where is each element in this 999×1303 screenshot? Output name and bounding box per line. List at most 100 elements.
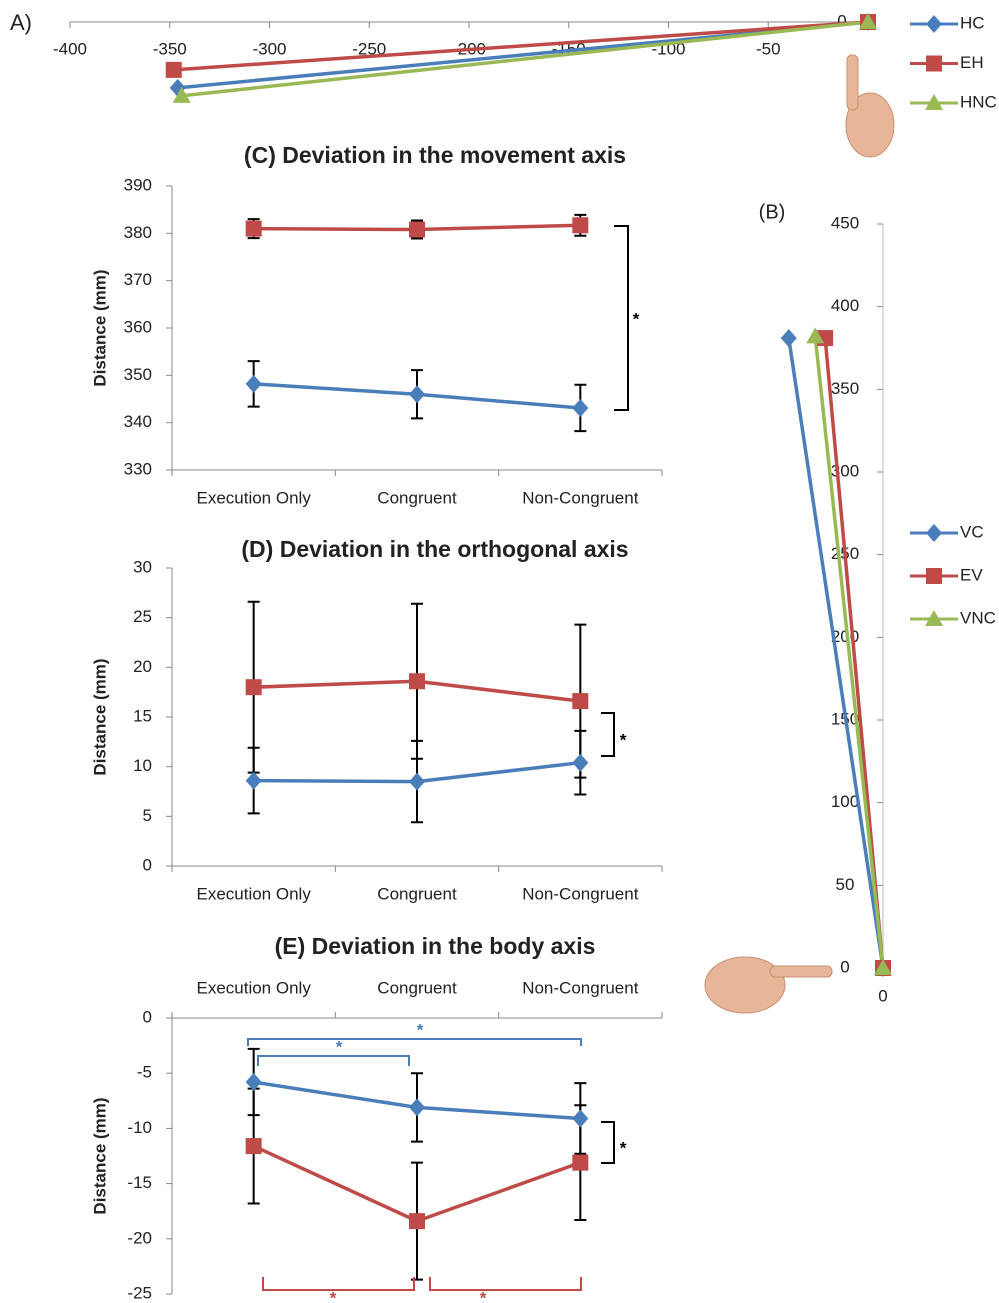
x-tick-label: Congruent — [377, 488, 457, 507]
x-tick-label: Execution Only — [196, 884, 311, 903]
y-tick-label: 380 — [124, 223, 152, 242]
x-tick-label: Congruent — [377, 884, 457, 903]
significance-mark: * — [633, 309, 640, 328]
significance-mark: * — [620, 730, 627, 749]
x-tick-label: Execution Only — [196, 978, 311, 997]
marker — [572, 693, 589, 710]
significance-mark: * — [330, 1288, 337, 1303]
y-tick-label: 0 — [840, 957, 849, 976]
y-tick-label: 20 — [133, 657, 152, 676]
legend-marker — [926, 15, 942, 33]
y-tick-label: 340 — [124, 412, 152, 431]
marker — [245, 1073, 262, 1092]
x-tick-label: -400 — [53, 39, 87, 58]
marker — [572, 753, 589, 772]
panel-label: A) — [10, 10, 32, 35]
marker — [409, 1098, 425, 1117]
y-tick-label: 390 — [124, 175, 152, 194]
x-tick-label: Non-Congruent — [522, 978, 639, 997]
x-tick-label: -250 — [352, 39, 386, 58]
y-axis-label: Distance (mm) — [90, 269, 109, 386]
marker — [409, 221, 425, 238]
legend-label: HNC — [960, 92, 997, 111]
marker — [409, 673, 425, 690]
y-axis-label: Distance (mm) — [90, 1097, 109, 1214]
series-line — [173, 20, 869, 72]
marker — [245, 220, 262, 237]
legend-marker — [926, 55, 942, 72]
significance-mark: * — [620, 1138, 627, 1157]
x-tick-label: 0 — [837, 11, 846, 30]
chart-title: (D) Deviation in the orthogonal axis — [241, 536, 628, 562]
marker — [245, 771, 262, 790]
marker — [245, 1138, 262, 1155]
marker — [572, 217, 589, 234]
series-line — [787, 337, 885, 969]
y-tick-label: 5 — [143, 806, 152, 825]
x-tick-label: 0 — [878, 986, 887, 1005]
y-tick-label: 10 — [133, 756, 152, 775]
significance-bracket — [601, 712, 615, 757]
y-axis-label: Distance (mm) — [90, 658, 109, 775]
y-tick-label: 50 — [836, 875, 855, 894]
marker — [409, 772, 425, 791]
chart-title: (E) Deviation in the body axis — [275, 933, 596, 959]
significance-bracket — [429, 1277, 582, 1291]
marker — [409, 385, 425, 404]
y-tick-label: 330 — [124, 459, 152, 478]
panel-label: (B) — [759, 201, 786, 223]
y-tick-label: 15 — [133, 706, 152, 725]
marker — [572, 1154, 589, 1171]
y-tick-label: 360 — [124, 317, 152, 336]
legend-label: EV — [960, 565, 983, 584]
legend-marker — [926, 568, 942, 584]
marker — [245, 374, 262, 393]
x-tick-label: Execution Only — [196, 488, 311, 507]
series-line — [813, 336, 885, 969]
chart-title: (C) Deviation in the movement axis — [244, 142, 626, 168]
y-tick-label: 350 — [831, 379, 859, 398]
y-tick-label: 370 — [124, 270, 152, 289]
y-tick-label: 0 — [143, 855, 152, 874]
significance-mark: * — [417, 1020, 424, 1039]
legend-marker — [925, 610, 943, 626]
significance-bracket — [614, 225, 629, 411]
x-tick-label: Congruent — [377, 978, 457, 997]
significance-bracket — [257, 1055, 410, 1066]
legend-label: VNC — [960, 608, 996, 627]
significance-bracket — [601, 1121, 615, 1164]
x-tick-label: Non-Congruent — [522, 884, 639, 903]
legend-label: HC — [960, 13, 985, 32]
legend-label: EH — [960, 53, 984, 72]
significance-mark: * — [336, 1037, 343, 1056]
y-tick-label: 30 — [133, 557, 152, 576]
marker — [172, 86, 191, 103]
significance-bracket — [262, 1277, 415, 1291]
y-tick-label: 350 — [124, 365, 152, 384]
y-tick-label: 0 — [143, 1007, 152, 1026]
hand-b — [704, 956, 833, 1014]
significance-mark: * — [480, 1288, 487, 1303]
y-tick-label: 450 — [831, 213, 859, 232]
y-tick-label: -20 — [127, 1228, 152, 1247]
marker — [165, 61, 182, 78]
marker — [859, 13, 877, 29]
y-tick-label: -10 — [127, 1118, 152, 1137]
marker — [245, 679, 262, 696]
series-line — [181, 20, 869, 98]
marker — [806, 327, 825, 344]
y-tick-label: -25 — [127, 1283, 152, 1302]
y-tick-label: 25 — [133, 607, 152, 626]
legend-marker — [925, 94, 943, 110]
y-tick-label: 100 — [831, 792, 859, 811]
marker — [409, 1213, 425, 1230]
hand-a — [845, 54, 895, 158]
legend-marker — [926, 524, 942, 542]
marker — [874, 959, 892, 975]
significance-bracket — [247, 1038, 582, 1046]
marker — [572, 398, 589, 417]
legend-label: VC — [960, 522, 984, 541]
x-tick-label: Non-Congruent — [522, 488, 639, 507]
